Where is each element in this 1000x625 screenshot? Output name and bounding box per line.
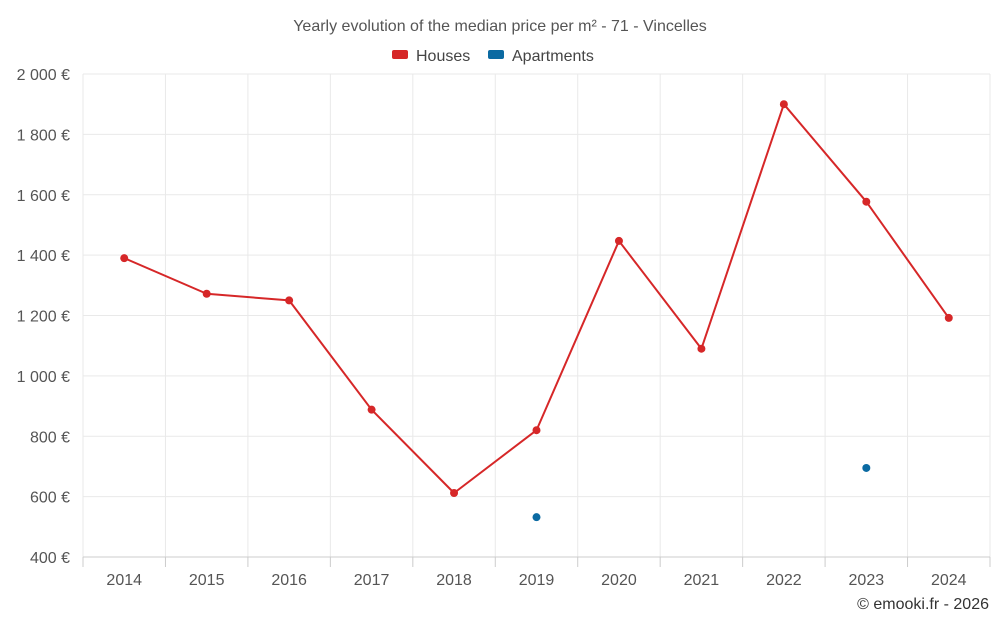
data-point-houses-2016[interactable] xyxy=(285,296,294,305)
x-tick-label: 2015 xyxy=(189,572,225,589)
data-point-houses-2020[interactable] xyxy=(614,236,623,245)
x-tick-label: 2021 xyxy=(684,572,720,589)
data-point-houses-2014[interactable] xyxy=(120,254,129,263)
x-tick-label: 2024 xyxy=(931,572,967,589)
x-tick-label: 2017 xyxy=(354,572,390,589)
legend-swatch-houses xyxy=(392,50,408,59)
x-tick-label: 2023 xyxy=(849,572,885,589)
data-point-apartments-2023[interactable] xyxy=(862,463,871,472)
plot-area xyxy=(120,100,953,522)
gridlines xyxy=(82,73,991,557)
chart-title: Yearly evolution of the median price per… xyxy=(293,18,707,35)
data-point-houses-2021[interactable] xyxy=(697,344,706,353)
data-point-houses-2018[interactable] xyxy=(450,489,459,498)
x-tick-label: 2022 xyxy=(766,572,802,589)
y-tick-label: 400 € xyxy=(30,550,70,567)
y-tick-label: 1 800 € xyxy=(17,127,70,144)
legend-item-apartments[interactable]: Apartments xyxy=(488,48,594,65)
y-tick-label: 2 000 € xyxy=(17,67,70,84)
y-tick-label: 600 € xyxy=(30,490,70,507)
x-tick-label: 2014 xyxy=(106,572,142,589)
data-point-houses-2024[interactable] xyxy=(944,313,953,322)
axes: 2 000 € 1 800 € 1 600 € 1 400 € 1 200 € 1 000… xyxy=(17,67,991,589)
legend-label-houses: Houses xyxy=(416,48,470,65)
y-tick-label: 800 € xyxy=(30,429,70,446)
data-point-houses-2017[interactable] xyxy=(367,405,376,414)
legend: Houses Apartments xyxy=(392,48,594,65)
y-tick-label: 1 000 € xyxy=(17,369,70,386)
legend-swatch-apartments xyxy=(488,50,504,59)
x-tick-label: 2016 xyxy=(271,572,307,589)
x-tick-label: 2019 xyxy=(519,572,555,589)
data-point-houses-2023[interactable] xyxy=(862,197,871,206)
x-tick-label: 2018 xyxy=(436,572,472,589)
data-point-houses-2019[interactable] xyxy=(532,426,541,435)
legend-item-houses[interactable]: Houses xyxy=(392,48,470,65)
y-tick-label: 1 600 € xyxy=(17,188,70,205)
x-tick-label: 2020 xyxy=(601,572,637,589)
data-point-houses-2022[interactable] xyxy=(779,100,788,109)
y-tick-label: 1 400 € xyxy=(17,248,70,265)
data-point-apartments-2019[interactable] xyxy=(532,513,541,522)
y-tick-label: 1 200 € xyxy=(17,309,70,326)
credit-text: © emooki.fr - 2026 xyxy=(857,596,989,613)
data-point-houses-2015[interactable] xyxy=(202,289,211,298)
legend-label-apartments: Apartments xyxy=(512,48,594,65)
